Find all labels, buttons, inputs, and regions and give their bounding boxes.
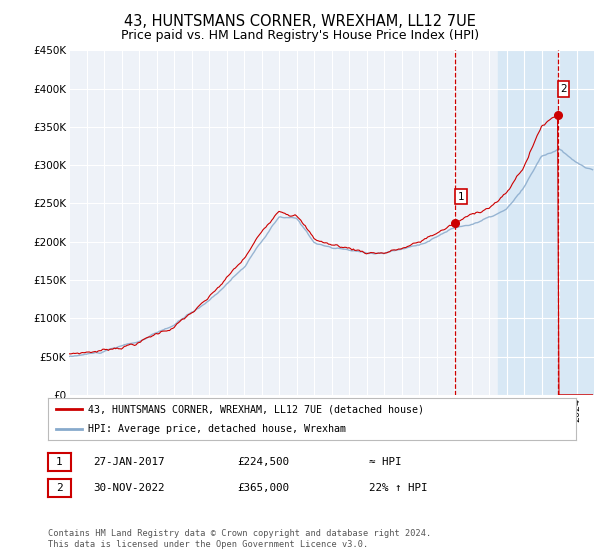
Text: 2: 2: [56, 483, 63, 493]
Text: ≈ HPI: ≈ HPI: [369, 457, 401, 467]
Text: 30-NOV-2022: 30-NOV-2022: [93, 483, 164, 493]
Text: HPI: Average price, detached house, Wrexham: HPI: Average price, detached house, Wrex…: [88, 424, 346, 434]
Text: 1: 1: [458, 192, 464, 202]
Text: Price paid vs. HM Land Registry's House Price Index (HPI): Price paid vs. HM Land Registry's House …: [121, 29, 479, 42]
Text: £365,000: £365,000: [237, 483, 289, 493]
Text: £224,500: £224,500: [237, 457, 289, 467]
Text: 27-JAN-2017: 27-JAN-2017: [93, 457, 164, 467]
Text: 43, HUNTSMANS CORNER, WREXHAM, LL12 7UE: 43, HUNTSMANS CORNER, WREXHAM, LL12 7UE: [124, 14, 476, 29]
Text: 43, HUNTSMANS CORNER, WREXHAM, LL12 7UE (detached house): 43, HUNTSMANS CORNER, WREXHAM, LL12 7UE …: [88, 404, 424, 414]
Text: Contains HM Land Registry data © Crown copyright and database right 2024.
This d: Contains HM Land Registry data © Crown c…: [48, 529, 431, 549]
Text: 22% ↑ HPI: 22% ↑ HPI: [369, 483, 427, 493]
Text: 1: 1: [56, 457, 63, 467]
Text: 2: 2: [560, 84, 567, 94]
Bar: [498, 50, 600, 395]
